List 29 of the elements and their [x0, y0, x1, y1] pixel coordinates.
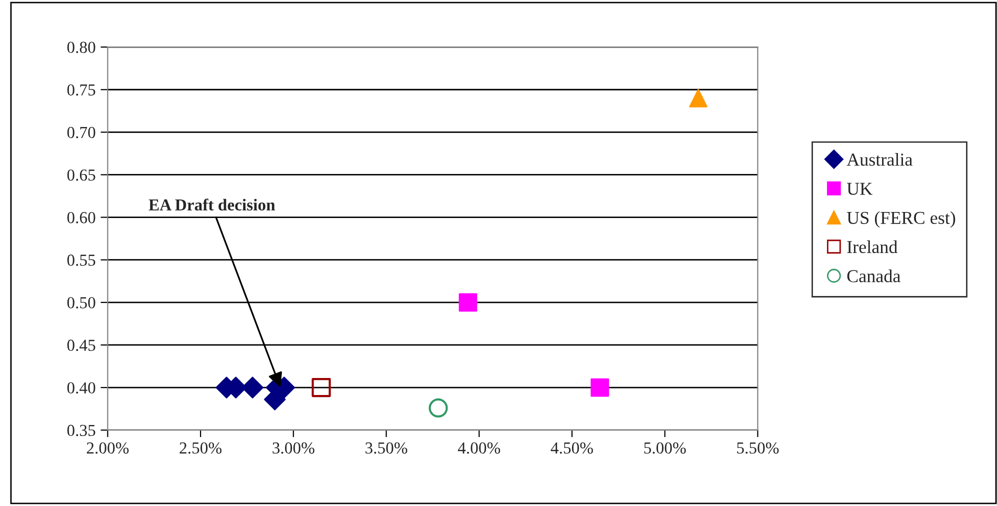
legend-label: UK — [846, 182, 872, 195]
y-tick-label: 0.70 — [67, 126, 96, 138]
point — [590, 378, 610, 397]
y-tick-label: 0.60 — [67, 212, 96, 224]
legend-label: Australia — [846, 153, 912, 166]
x-tick-label: 2.00% — [86, 442, 129, 454]
point — [428, 398, 448, 418]
y-tick-label: 0.45 — [67, 340, 96, 351]
point — [458, 293, 478, 312]
x-tick-label: 4.50% — [550, 442, 593, 454]
y-tick-label: 0.50 — [67, 297, 96, 308]
legend-label: Canada — [847, 270, 900, 282]
point — [689, 88, 708, 108]
y-tick-label: 0.65 — [67, 169, 96, 181]
point — [312, 378, 331, 398]
x-tick-label: 3.50% — [366, 442, 408, 454]
y-tick-label: 0.55 — [67, 254, 96, 266]
x-tick-label: 5.00% — [644, 442, 686, 454]
y-tick-label: 0.80 — [67, 42, 96, 54]
x-tick-label: 5.50% — [737, 442, 779, 454]
legend-label: US (FERC est) — [846, 211, 956, 228]
x-tick-label: 4.00% — [458, 442, 500, 454]
y-tick-label: 0.75 — [67, 84, 96, 96]
x-tick-label: 2.50% — [180, 442, 222, 454]
annotation: EA Draft decision — [148, 198, 276, 211]
x-tick-label: 3.00% — [272, 442, 314, 454]
legend-label: Ireland — [847, 240, 898, 254]
y-tick-label: 0.35 — [67, 424, 96, 436]
y-tick-label: 0.40 — [67, 382, 96, 394]
